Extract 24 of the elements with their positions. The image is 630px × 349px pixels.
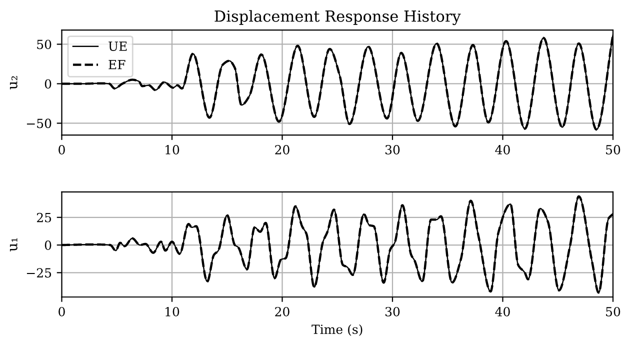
x-tick-label: 10	[166, 306, 180, 316]
x-tick-label: 10	[166, 145, 180, 154]
chart-title: Displacement Response History	[214, 10, 461, 26]
y-tick-label: −50	[26, 118, 52, 128]
x-tick-label: 40	[495, 306, 510, 316]
x-tick-label: 20	[275, 145, 290, 154]
legend-label: EF	[108, 60, 126, 70]
y-tick-label: 0	[44, 240, 52, 250]
x-tick-label: 50	[606, 145, 620, 154]
y-tick-label: 50	[37, 40, 52, 50]
x-tick-label: 0	[58, 306, 65, 316]
x-tick-label: 50	[606, 306, 620, 316]
x-tick-label: 0	[58, 145, 65, 154]
y-tick-label: −25	[26, 268, 52, 278]
legend-label: UE	[108, 42, 127, 51]
x-tick-label: 30	[385, 145, 400, 154]
y-axis-title: u₁	[10, 238, 18, 252]
y-axis-title: u₂	[10, 76, 18, 90]
y-tick-label: 25	[36, 212, 52, 222]
x-tick-label: 30	[385, 306, 400, 316]
x-tick-label: 40	[495, 145, 510, 154]
x-tick-label: 20	[275, 306, 290, 316]
y-tick-label: 0	[44, 79, 52, 89]
x-axis-title: Time (s)	[312, 324, 362, 336]
